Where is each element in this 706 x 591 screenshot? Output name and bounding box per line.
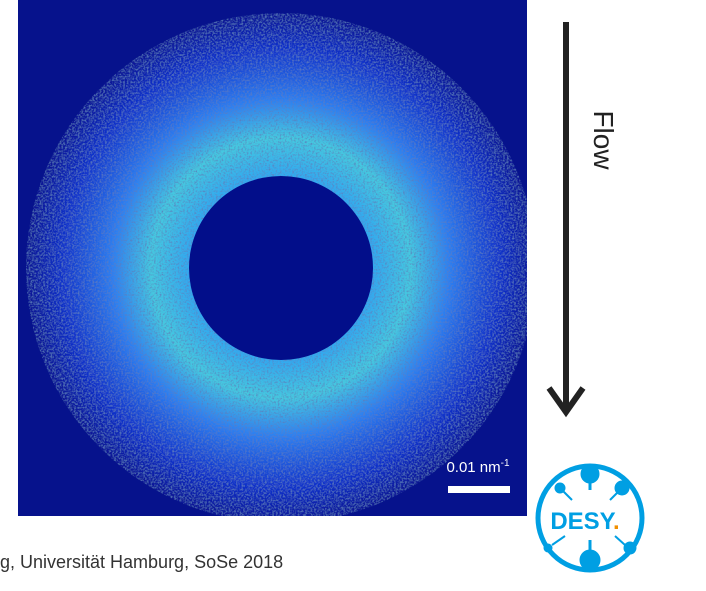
scale-label: 0.01 nm-1 [446,458,510,476]
logo-text: DESY. [550,508,619,535]
diffraction-image: 0.01 nm-1 [18,0,527,516]
flow-label: Flow [588,110,619,170]
footer: g, Universität Hamburg, SoSe 2018 [0,552,283,572]
desy-logo: DESY. [535,463,645,573]
flow-arrow-head [546,386,586,418]
scale-bar [448,486,510,493]
